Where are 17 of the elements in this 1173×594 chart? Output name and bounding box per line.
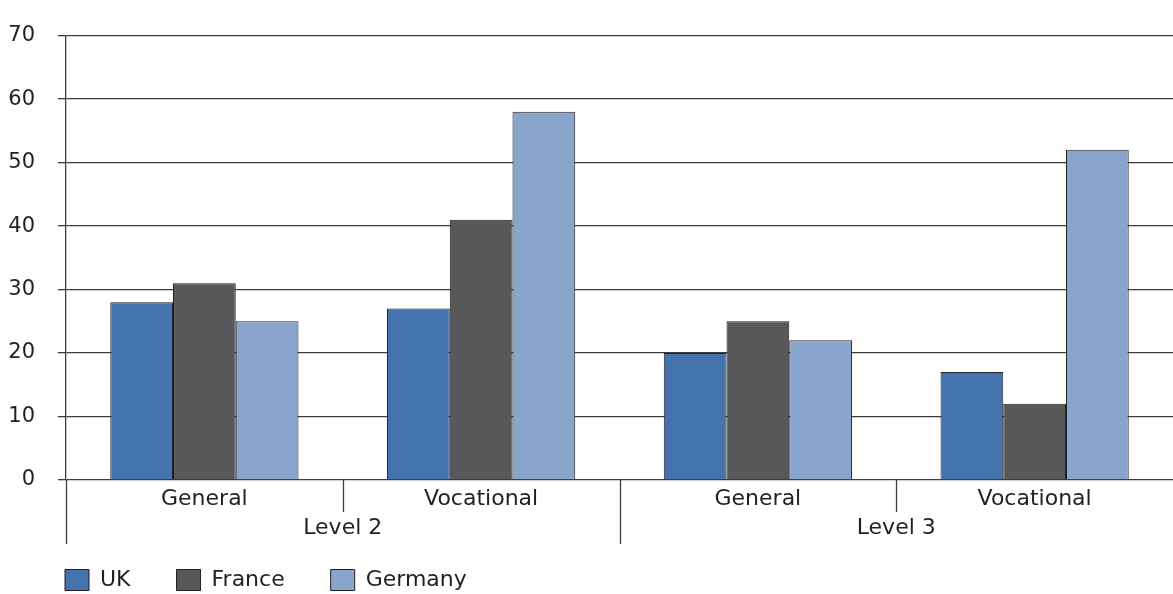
y-tick-label: 20 <box>8 339 35 364</box>
y-tick-label: 60 <box>8 85 35 110</box>
legend-label: Germany <box>365 565 467 591</box>
y-tick-label: 70 <box>8 22 35 47</box>
y-tick-label: 40 <box>8 212 35 237</box>
y-tick-label: 10 <box>8 402 35 427</box>
text: Level 3 <box>856 513 936 539</box>
y-tick-label: 50 <box>8 149 35 174</box>
x-tick-label: General <box>161 484 248 510</box>
x-tick-label: General <box>714 484 802 510</box>
text: Level 2 <box>303 513 383 539</box>
legend-label: France <box>211 565 285 591</box>
x-tick-label: Vocational <box>424 484 539 510</box>
y-tick-label: 0 <box>21 466 35 491</box>
y-tick-label: 30 <box>8 276 35 300</box>
legend-label: UK <box>100 565 132 591</box>
x-tick-label: Vocational <box>977 484 1092 510</box>
